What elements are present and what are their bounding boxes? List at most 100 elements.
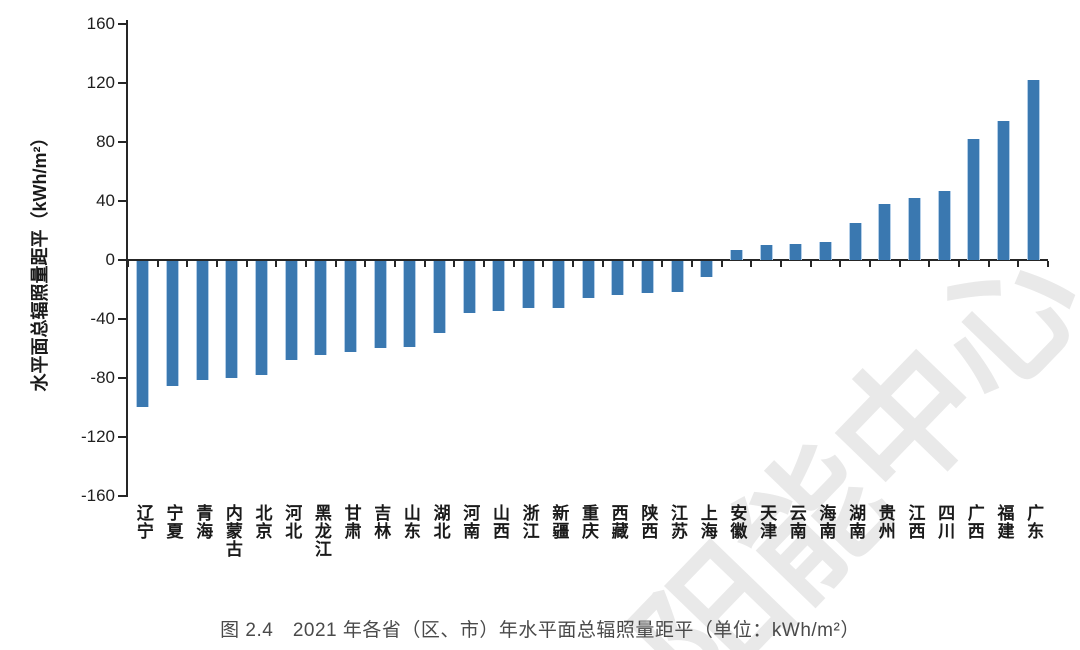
y-tick-160 [118,23,126,25]
x-tick-8 [364,261,367,267]
x-label-江西: 江西 [905,504,925,540]
x-tick-19 [690,261,693,267]
bar-湖南 [848,223,862,260]
bar-江西 [907,198,921,260]
bar-河南 [462,261,476,313]
bar-河北 [284,261,298,360]
bar-黑龙江 [314,261,328,356]
x-label-广西: 广西 [964,504,984,540]
x-tick-0 [127,261,129,267]
y-tick-label-120: 120 [86,73,115,92]
x-label-山西: 山西 [489,504,509,540]
x-label-辽宁: 辽宁 [133,504,153,540]
bar-吉林 [373,261,387,349]
x-label-天津: 天津 [757,504,777,540]
bar-山西 [492,261,506,312]
bar-宁夏 [166,261,180,387]
y-tick-label-80: 80 [96,132,115,151]
x-tick-28 [957,261,960,267]
x-tick-12 [483,261,486,267]
bar-陕西 [640,261,654,294]
x-label-福建: 福建 [994,504,1014,540]
x-label-青海: 青海 [193,504,213,540]
x-tick-14 [542,261,545,267]
x-tick-13 [512,261,515,267]
y-tick-80 [118,141,126,143]
x-label-湖北: 湖北 [430,504,450,540]
x-label-北京: 北京 [252,504,272,540]
x-tick-30 [1017,261,1020,267]
x-tick-2 [186,261,189,267]
bar-四川 [937,190,951,260]
x-label-甘肃: 甘肃 [341,504,361,540]
x-label-浙江: 浙江 [519,504,539,540]
bar-海南 [818,242,832,260]
y-tick--120 [118,436,126,438]
x-tick-27 [928,261,931,267]
y-tick--160 [118,495,126,497]
bar-山东 [403,261,417,347]
x-axis-zero-line [127,259,1048,261]
bar-广西 [967,139,981,260]
bar-青海 [195,261,209,381]
x-label-海南: 海南 [816,504,836,540]
x-tick-26 [898,261,901,267]
x-tick-22 [779,261,782,267]
x-label-陕西: 陕西 [638,504,658,540]
x-label-黑龙江: 黑龙江 [311,504,331,558]
x-tick-18 [661,261,664,267]
bar-北京 [255,261,269,375]
bar-甘肃 [344,261,358,353]
x-label-广东: 广东 [1024,504,1044,540]
y-axis-line [126,20,128,497]
y-tick-120 [118,82,126,84]
x-tick-5 [275,261,278,267]
x-tick-9 [394,261,397,267]
x-tick-31 [1047,261,1049,267]
figure-caption: 图 2.4 2021 年各省（区、市）年水平面总辐照量距平（单位：kWh/m²） [220,620,860,641]
bar-西藏 [611,261,625,295]
x-label-吉林: 吉林 [371,504,391,540]
x-tick-21 [750,261,753,267]
y-tick-label-40: 40 [96,191,115,210]
bar-浙江 [522,261,536,309]
x-tick-1 [156,261,159,267]
x-tick-17 [631,261,634,267]
x-tick-11 [453,261,456,267]
bar-天津 [759,245,773,260]
x-label-安徽: 安徽 [727,504,747,540]
bar-安徽 [729,249,743,260]
x-tick-25 [868,261,871,267]
x-tick-10 [423,261,426,267]
x-label-重庆: 重庆 [579,504,598,540]
x-tick-15 [572,261,575,267]
x-label-上海: 上海 [697,504,717,540]
x-label-湖南: 湖南 [846,504,866,540]
x-label-西藏: 西藏 [608,504,628,540]
x-label-宁夏: 宁夏 [163,504,183,540]
bar-重庆 [581,261,595,298]
x-tick-4 [245,261,248,267]
x-label-四川: 四川 [935,504,955,540]
y-tick-label-0: 0 [105,250,115,269]
x-tick-7 [334,261,337,267]
bar-内蒙古 [225,261,239,378]
bar-贵州 [878,203,892,260]
y-tick-0 [118,259,126,261]
y-tick-label--160: -160 [80,486,115,505]
x-label-云南: 云南 [786,504,806,540]
x-label-贵州: 贵州 [875,504,895,540]
x-label-江苏: 江苏 [668,504,688,540]
x-label-河北: 河北 [282,504,302,540]
x-tick-6 [305,261,308,267]
bar-广东 [1026,80,1040,260]
x-tick-29 [987,261,990,267]
y-tick-label--80: -80 [90,368,115,387]
bar-辽宁 [136,261,150,408]
y-tick-label-160: 160 [86,14,115,33]
bar-江苏 [670,261,684,292]
x-tick-23 [809,261,812,267]
x-label-内蒙古: 内蒙古 [222,504,242,558]
